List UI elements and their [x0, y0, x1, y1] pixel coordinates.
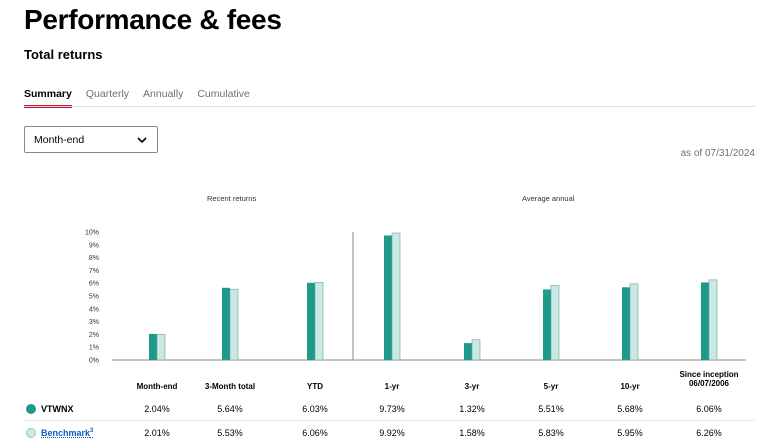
section-title: Total returns: [24, 47, 103, 62]
chevron-down-icon: [137, 136, 147, 143]
table-cell: 6.03%: [302, 404, 328, 414]
column-header: 10-yr: [620, 382, 640, 391]
column-header: 3-Month total: [204, 382, 256, 391]
fund-legend-dot: [26, 404, 36, 414]
fund-bar: [622, 287, 630, 360]
table-cell: 1.58%: [459, 428, 485, 438]
benchmark-bar: [471, 339, 481, 361]
table-cell: 1.32%: [459, 404, 485, 414]
y-tick-label: 0%: [89, 358, 99, 365]
benchmark-label: Benchmark3: [26, 428, 93, 438]
table-cell: 6.06%: [302, 428, 328, 438]
page-title: Performance & fees: [24, 4, 282, 35]
y-tick-label: 5%: [89, 294, 99, 301]
table-cell: 2.04%: [144, 404, 170, 414]
y-tick-label: 1%: [89, 345, 99, 352]
fund-label: VTWNX: [26, 404, 74, 414]
column-header-sublabel: 06/07/2006: [688, 379, 730, 388]
tabs-divider: [24, 106, 755, 107]
table-cell: 2.01%: [144, 428, 170, 438]
fund-bar: [543, 289, 551, 360]
fund-bar: [701, 282, 709, 360]
benchmark-link[interactable]: Benchmark3: [41, 428, 93, 438]
table-cell: 5.51%: [538, 404, 564, 414]
benchmark-bar: [550, 285, 560, 361]
fund-bar: [384, 235, 392, 360]
table-cell: 5.68%: [617, 404, 643, 414]
column-header: 3-yr: [464, 382, 480, 391]
tab-quarterly[interactable]: Quarterly: [85, 88, 130, 100]
benchmark-bar: [391, 232, 401, 361]
y-tick-label: 4%: [89, 306, 99, 313]
benchmark-bar: [156, 333, 166, 361]
table-cell: 5.53%: [217, 428, 243, 438]
benchmark-name: Benchmark: [41, 428, 91, 438]
benchmark-bar: [314, 282, 324, 361]
column-header: 1-yr: [384, 382, 400, 391]
y-tick-label: 3%: [89, 319, 99, 326]
column-header: YTD: [307, 382, 323, 391]
y-tick-label: 7%: [89, 268, 99, 275]
y-tick-label: 10%: [85, 230, 99, 237]
table-cell: 5.64%: [217, 404, 243, 414]
y-tick-label: 8%: [89, 255, 99, 262]
benchmark-bar: [629, 283, 639, 361]
tab-annually[interactable]: Annually: [143, 88, 184, 100]
period-dropdown[interactable]: Month-end: [24, 126, 158, 153]
fund-bar: [464, 343, 472, 360]
y-tick-label: 6%: [89, 281, 99, 288]
benchmark-bar: [708, 279, 718, 361]
fund-bar: [222, 287, 230, 360]
benchmark-footnote: 3: [90, 428, 94, 434]
tab-bar: Summary Quarterly Annually Cumulative: [24, 88, 264, 108]
benchmark-legend-dot: [26, 428, 36, 438]
table-cell: 9.92%: [379, 428, 405, 438]
y-tick-label: 9%: [89, 242, 99, 249]
fund-bar: [149, 333, 157, 360]
table-cell: 5.95%: [617, 428, 643, 438]
group-label-recent: Recent returns: [207, 194, 257, 203]
group-label-average: Average annual: [522, 194, 575, 203]
table-cell: 6.26%: [696, 428, 722, 438]
tab-cumulative[interactable]: Cumulative: [197, 88, 250, 100]
table-cell: 6.06%: [696, 404, 722, 414]
table-cell: 9.73%: [379, 404, 405, 414]
fund-bar: [307, 282, 315, 360]
benchmark-bar: [229, 288, 239, 361]
column-header-label: Since inception: [679, 370, 739, 379]
table-cell: 5.83%: [538, 428, 564, 438]
column-header: Since inception 06/07/2006: [664, 370, 754, 388]
row-divider: [24, 420, 755, 421]
dropdown-value: Month-end: [34, 133, 85, 146]
as-of-date: as of 07/31/2024: [680, 148, 755, 159]
y-tick-label: 2%: [89, 332, 99, 339]
column-header: 5-yr: [543, 382, 559, 391]
column-header: Month-end: [136, 382, 178, 391]
fund-name: VTWNX: [41, 404, 74, 414]
